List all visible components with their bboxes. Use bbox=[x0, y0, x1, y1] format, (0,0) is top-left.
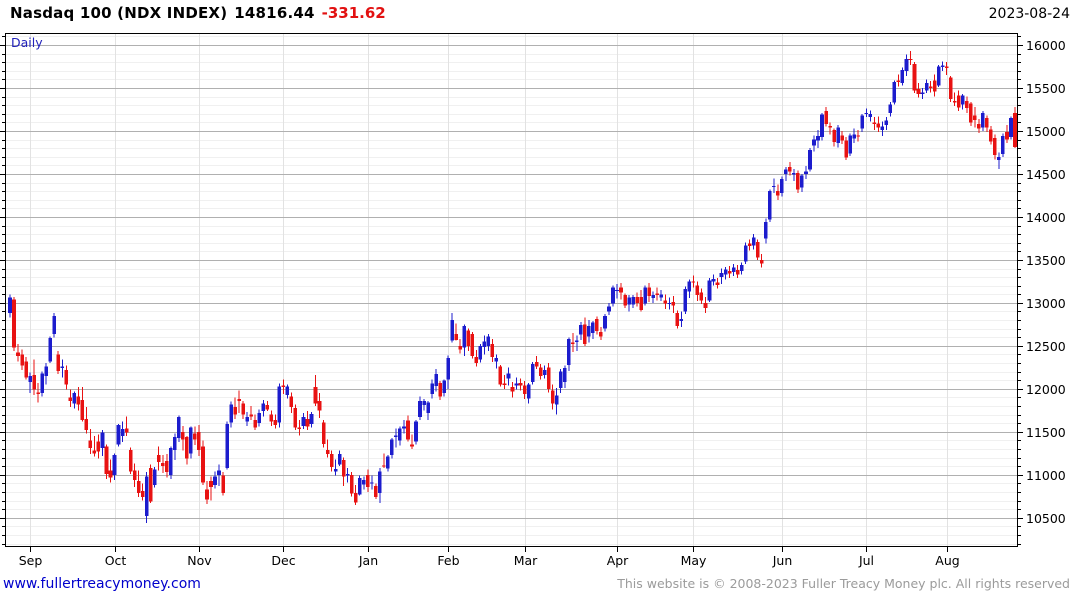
candle-down bbox=[910, 51, 911, 65]
candle-up bbox=[495, 354, 497, 369]
candle-down bbox=[383, 453, 385, 468]
x-axis-label: Jan bbox=[358, 553, 378, 568]
x-axis-label: Dec bbox=[271, 553, 295, 568]
candle-down bbox=[126, 416, 128, 437]
candle-down bbox=[504, 375, 505, 389]
candle-down bbox=[954, 92, 956, 107]
candle-up bbox=[61, 359, 63, 378]
chart-date: 2023-08-24 bbox=[988, 6, 1070, 22]
candle-up bbox=[395, 428, 397, 448]
candle-up bbox=[218, 464, 220, 486]
y-axis-label: 13500 bbox=[1026, 253, 1066, 268]
last-price: 14816.44 bbox=[234, 4, 315, 22]
y-axis-label: 15500 bbox=[1026, 81, 1066, 96]
candle-up bbox=[793, 168, 795, 181]
candle-up bbox=[616, 284, 618, 299]
candle-down bbox=[93, 436, 95, 457]
candle-up bbox=[865, 108, 867, 118]
y-axis: 10500 11000 11500 12000 12500 13000 13500 14000… bbox=[0, 36, 1066, 545]
x-axis-label: Apr bbox=[607, 553, 629, 568]
candle-up bbox=[403, 419, 405, 434]
y-axis-label: 16000 bbox=[1026, 38, 1066, 53]
y-axis-label: 11000 bbox=[1026, 468, 1066, 483]
timeframe-label: Daily bbox=[11, 35, 43, 50]
x-axis-label: Sep bbox=[19, 553, 43, 568]
footer-bar: www.fullertreacymoney.com This website i… bbox=[0, 576, 1075, 596]
y-axis-label: 11500 bbox=[1026, 425, 1066, 440]
x-axis-label: Mar bbox=[514, 553, 538, 568]
y-axis-label: 13000 bbox=[1026, 296, 1066, 311]
y-axis-label: 14500 bbox=[1026, 167, 1066, 182]
x-axis-label: May bbox=[681, 553, 707, 568]
candle-down bbox=[210, 476, 212, 501]
y-axis-label: 14000 bbox=[1026, 210, 1066, 225]
x-axis: Sep Oct Nov Dec Jan Feb Mar Apr May Jun Jul Aug bbox=[19, 547, 960, 568]
x-axis-label: Aug bbox=[935, 553, 959, 568]
x-axis-label: Feb bbox=[437, 553, 459, 568]
copyright-text: This website is © 2008-2023 Fuller Treac… bbox=[617, 576, 1070, 591]
candles-layer bbox=[8, 51, 1017, 523]
candle-down bbox=[411, 434, 413, 449]
candle-up bbox=[773, 178, 775, 193]
candle-down bbox=[327, 439, 329, 458]
candle-up bbox=[576, 335, 578, 352]
x-axis-label: Oct bbox=[105, 553, 127, 568]
candle-up bbox=[998, 152, 1000, 169]
candle-up bbox=[29, 372, 31, 394]
website-link[interactable]: www.fullertreacymoney.com bbox=[3, 576, 201, 592]
candle-down bbox=[829, 122, 831, 135]
price-change: -331.62 bbox=[321, 4, 386, 22]
candle-down bbox=[946, 62, 948, 76]
candle-down bbox=[250, 406, 252, 420]
chart-title: Nasdaq 100 (NDX INDEX) bbox=[10, 4, 228, 22]
title-bar: Nasdaq 100 (NDX INDEX) 14816.44 -331.62 … bbox=[10, 4, 1070, 26]
x-axis-label: Jul bbox=[858, 553, 874, 568]
candle-down bbox=[455, 323, 457, 341]
y-axis-label: 10500 bbox=[1026, 511, 1066, 526]
candle-down bbox=[238, 390, 240, 413]
gridlines-major bbox=[5, 45, 1018, 519]
y-axis-label: 12000 bbox=[1026, 382, 1066, 397]
x-axis-label: Jun bbox=[772, 553, 793, 568]
plot-frame bbox=[5, 33, 1018, 547]
x-axis-label: Nov bbox=[187, 553, 212, 568]
y-axis-label: 15000 bbox=[1026, 124, 1066, 139]
y-axis-label: 12500 bbox=[1026, 339, 1066, 354]
candle-up bbox=[335, 459, 337, 476]
